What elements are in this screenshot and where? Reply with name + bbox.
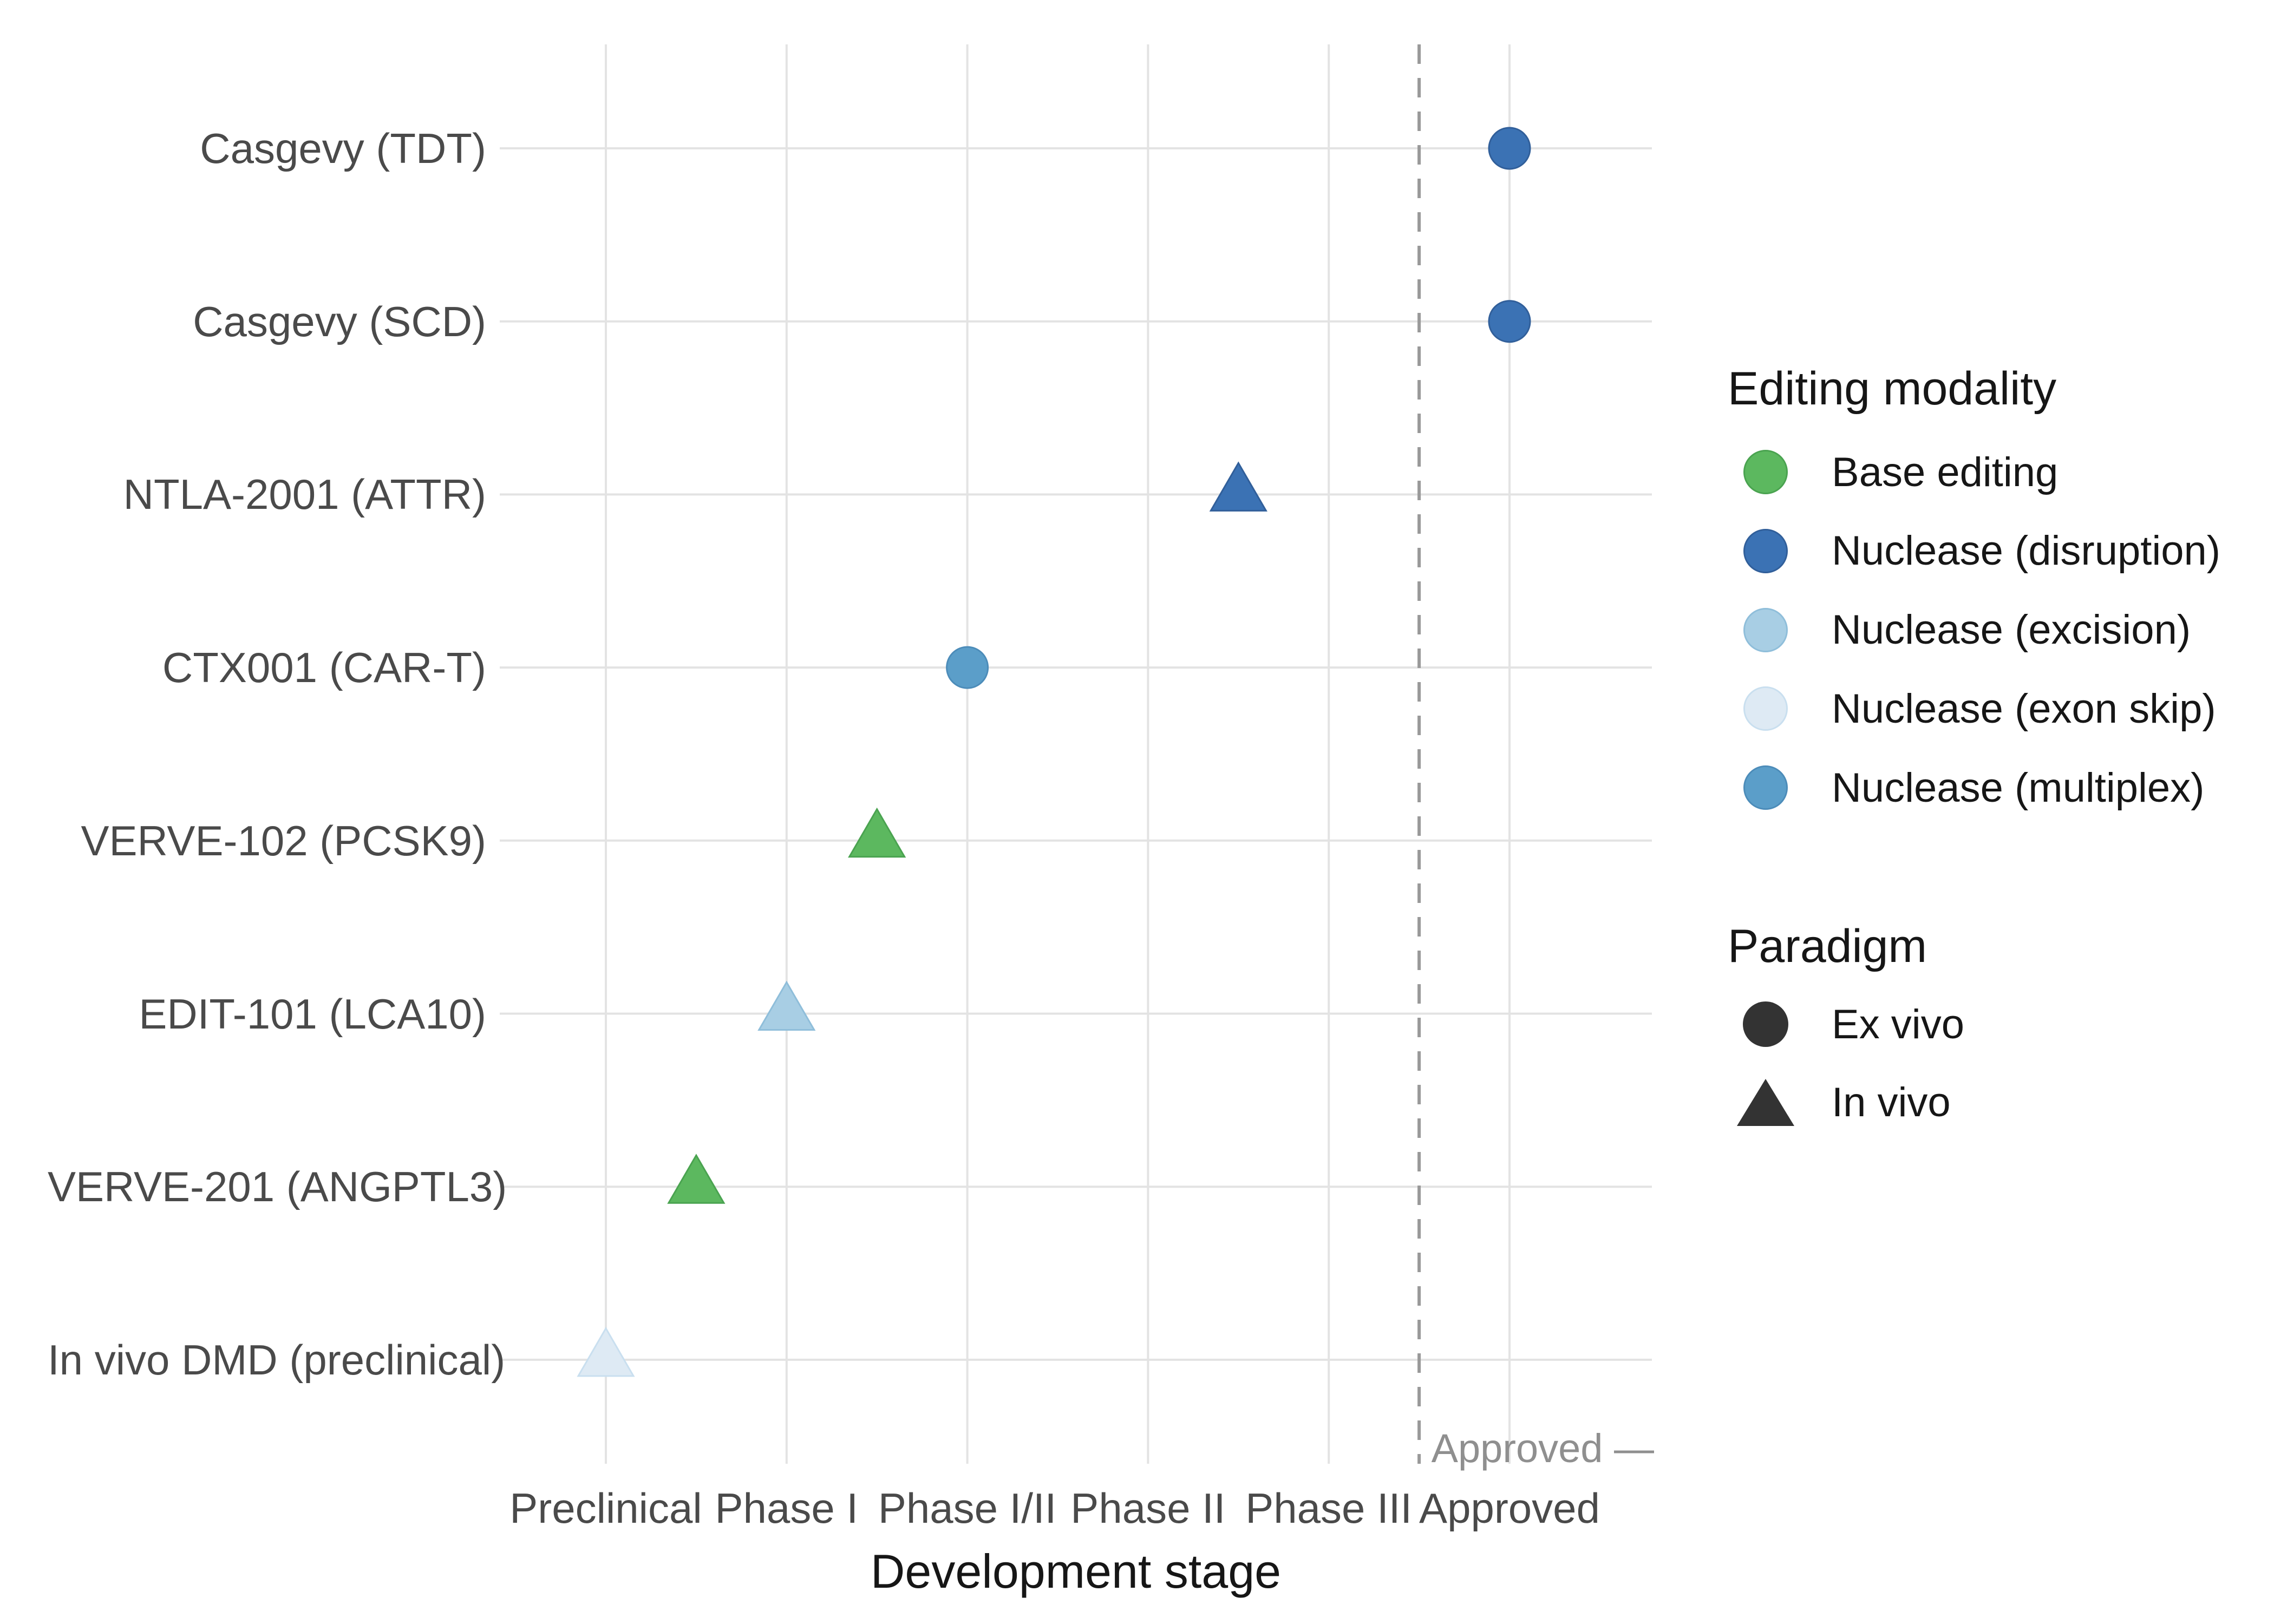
y-tick-label: Casgevy (TDT) xyxy=(200,125,486,172)
legend-item-exon_skip: Nuclease (exon skip) xyxy=(1737,669,2216,748)
y-tick-label: EDIT-101 (LCA10) xyxy=(139,990,486,1038)
legend-item-label: Base editing xyxy=(1832,449,2059,495)
data-point-circle xyxy=(1488,127,1531,170)
legend-item-excision: Nuclease (excision) xyxy=(1737,591,2191,670)
legend-title-editing-modality: Editing modality xyxy=(1728,363,2057,415)
excision-circle-icon xyxy=(1737,591,1794,670)
y-tick-label: CTX001 (CAR-T) xyxy=(162,644,486,692)
data-point-triangle xyxy=(1209,461,1267,512)
x-tick-label: Phase II xyxy=(1070,1484,1226,1532)
x-tick-label: Phase I xyxy=(715,1484,859,1532)
x-tick-label: Preclinical xyxy=(509,1484,702,1532)
in_vivo-triangle-icon xyxy=(1737,1063,1794,1142)
y-tick-label: VERVE-102 (PCSK9) xyxy=(81,816,486,865)
base-circle-icon xyxy=(1737,433,1794,512)
legend-item-disruption: Nuclease (disruption) xyxy=(1737,512,2220,591)
legend-item-label: Nuclease (disruption) xyxy=(1832,528,2221,574)
exon_skip-circle-icon xyxy=(1737,669,1794,748)
legend-item-label: Nuclease (excision) xyxy=(1832,607,2191,653)
y-tick-label: In vivo DMD (preclinical) xyxy=(48,1335,506,1384)
legend-item-label: In vivo xyxy=(1832,1079,1951,1125)
legend-item-label: Nuclease (exon skip) xyxy=(1832,685,2216,732)
y-tick-label: VERVE-201 (ANGPTL3) xyxy=(48,1163,507,1211)
data-point-triangle xyxy=(577,1326,635,1377)
legend-item-label: Ex vivo xyxy=(1832,1001,1964,1047)
data-point-circle xyxy=(946,646,989,689)
legend-item-base: Base editing xyxy=(1737,433,2058,512)
disruption-circle-icon xyxy=(1737,512,1794,591)
x-tick-label: Phase III xyxy=(1245,1484,1413,1532)
legend-item-ex_vivo: Ex vivo xyxy=(1737,985,1964,1064)
approved-threshold-annotation: Approved — xyxy=(1431,1426,1654,1471)
data-point-triangle xyxy=(848,807,906,858)
ex_vivo-circle-icon xyxy=(1737,985,1794,1064)
legend-item-label: Nuclease (multiplex) xyxy=(1832,764,2205,811)
y-tick-label: Casgevy (SCD) xyxy=(193,297,486,345)
data-point-triangle xyxy=(757,980,816,1031)
multiplex-circle-icon xyxy=(1737,748,1794,827)
x-tick-label: Approved xyxy=(1419,1484,1600,1532)
legend-title-paradigm: Paradigm xyxy=(1728,920,1927,972)
legend-item-in_vivo: In vivo xyxy=(1737,1063,1951,1142)
y-tick-label: NTLA-2001 (ATTR) xyxy=(123,470,486,519)
data-point-circle xyxy=(1488,300,1531,343)
x-tick-label: Phase I/II xyxy=(878,1484,1057,1532)
data-point-triangle xyxy=(667,1154,726,1204)
legend-item-multiplex: Nuclease (multiplex) xyxy=(1737,748,2204,827)
x-axis-title: Development stage xyxy=(870,1544,1282,1598)
